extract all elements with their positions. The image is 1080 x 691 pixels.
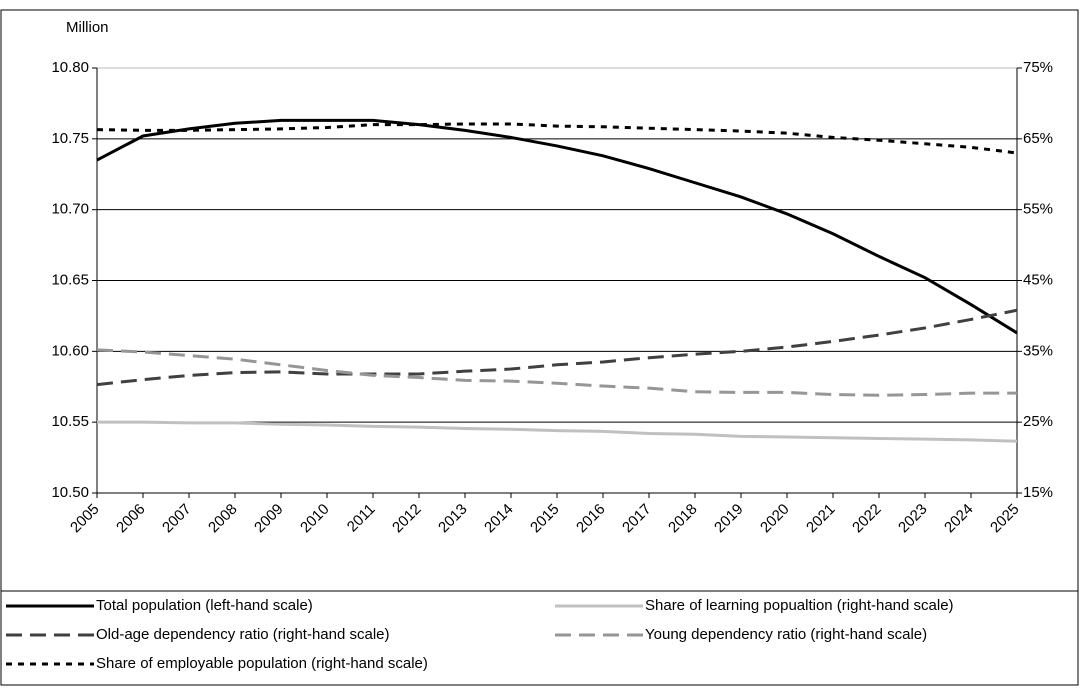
y-tick-label: 10.80 <box>51 59 89 76</box>
x-tick-label: 2022 <box>849 501 885 537</box>
legend-label: Young dependency ratio (right-hand scale… <box>645 626 927 643</box>
x-tick-label: 2012 <box>389 501 425 537</box>
y2-tick-label: 35% <box>1023 342 1053 359</box>
x-tick-label: 2018 <box>665 501 701 537</box>
x-tick-label: 2023 <box>895 501 931 537</box>
legend-label: Share of learning popualtion (right-hand… <box>645 597 954 614</box>
x-tick-label: 2017 <box>619 501 655 537</box>
x-tick-label: 2024 <box>941 501 977 537</box>
series-line <box>96 118 1018 335</box>
y-tick-label: 10.70 <box>51 201 89 218</box>
series-line <box>96 122 1018 155</box>
y2-tick-label: 45% <box>1023 271 1053 288</box>
legend-label: Old-age dependency ratio (right-hand sca… <box>96 626 390 643</box>
legend-label: Total population (left-hand scale) <box>96 597 313 614</box>
y-tick-label: 10.65 <box>51 271 89 288</box>
series-line <box>96 308 1018 387</box>
y2-tick-label: 75% <box>1023 59 1053 76</box>
x-tick-label: 2008 <box>205 501 241 537</box>
y2-tick-label: 15% <box>1023 484 1053 501</box>
x-tick-label: 2015 <box>527 501 563 537</box>
x-tick-label: 2007 <box>159 501 195 537</box>
chart-frame <box>0 9 1079 686</box>
y-axis-label: Million <box>66 19 109 36</box>
x-tick-label: 2005 <box>67 501 103 537</box>
x-tick-label: 2014 <box>481 501 517 537</box>
x-tick-label: 2020 <box>757 501 793 537</box>
x-tick-label: 2021 <box>803 501 839 537</box>
y-tick-label: 10.75 <box>51 130 89 147</box>
series-line <box>96 348 1017 397</box>
legend-label: Share of employable population (right-ha… <box>96 655 428 672</box>
legend-frame <box>0 590 1079 686</box>
y-tick-label: 10.60 <box>51 342 89 359</box>
x-tick-label: 2011 <box>344 501 379 536</box>
y2-tick-label: 25% <box>1023 413 1053 430</box>
x-tick-label: 2013 <box>435 501 471 537</box>
y-tick-label: 10.50 <box>51 484 89 501</box>
x-tick-label: 2006 <box>113 501 149 537</box>
x-tick-label: 2019 <box>711 501 747 537</box>
y2-tick-label: 55% <box>1023 201 1053 218</box>
x-tick-label: 2009 <box>251 501 287 537</box>
series-line <box>97 420 1018 443</box>
y-tick-label: 10.55 <box>51 413 89 430</box>
x-tick-label: 2025 <box>987 501 1023 537</box>
y2-tick-label: 65% <box>1023 130 1053 147</box>
x-tick-label: 2010 <box>297 501 333 537</box>
x-tick-label: 2016 <box>573 501 609 537</box>
